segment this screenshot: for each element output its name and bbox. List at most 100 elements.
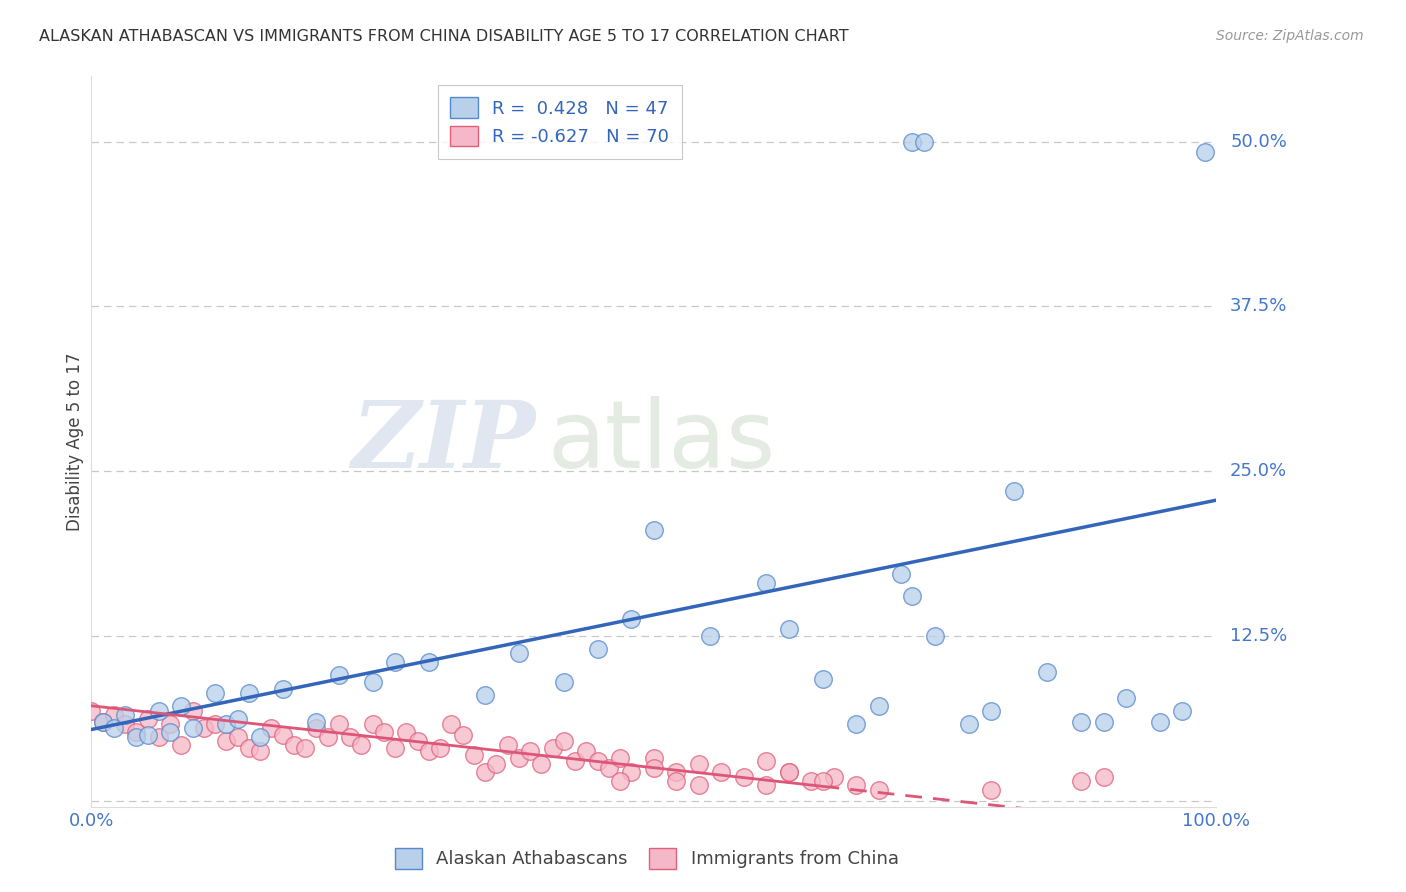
Point — [755, 778, 778, 792]
Point — [91, 714, 114, 729]
Point — [564, 754, 586, 768]
Point — [249, 743, 271, 757]
Point — [204, 717, 226, 731]
Point — [530, 756, 553, 771]
Point — [440, 717, 463, 731]
Point — [868, 783, 890, 797]
Point — [294, 741, 316, 756]
Point — [215, 717, 238, 731]
Text: 25.0%: 25.0% — [1230, 462, 1288, 480]
Point — [890, 566, 912, 581]
Point — [811, 773, 834, 788]
Point — [620, 764, 643, 779]
Point — [912, 135, 935, 149]
Y-axis label: Disability Age 5 to 17: Disability Age 5 to 17 — [66, 352, 84, 531]
Point — [271, 728, 294, 742]
Point — [1194, 145, 1216, 160]
Point — [519, 743, 541, 757]
Point — [598, 761, 620, 775]
Point — [710, 764, 733, 779]
Point — [1002, 483, 1025, 498]
Point — [845, 778, 868, 792]
Point — [823, 770, 845, 784]
Point — [643, 524, 665, 538]
Text: 50.0%: 50.0% — [1230, 133, 1286, 151]
Point — [215, 734, 238, 748]
Point — [170, 698, 193, 713]
Point — [148, 731, 170, 745]
Point — [114, 717, 136, 731]
Point — [249, 731, 271, 745]
Point — [1115, 690, 1137, 705]
Point — [136, 728, 159, 742]
Point — [328, 668, 350, 682]
Legend: R =  0.428   N = 47, R = -0.627   N = 70: R = 0.428 N = 47, R = -0.627 N = 70 — [437, 85, 682, 159]
Point — [778, 623, 800, 637]
Point — [316, 731, 339, 745]
Point — [1092, 770, 1115, 784]
Point — [193, 721, 215, 735]
Point — [418, 743, 440, 757]
Point — [800, 773, 823, 788]
Point — [463, 747, 485, 762]
Point — [474, 764, 496, 779]
Text: Source: ZipAtlas.com: Source: ZipAtlas.com — [1216, 29, 1364, 43]
Point — [778, 764, 800, 779]
Point — [429, 741, 451, 756]
Point — [980, 704, 1002, 718]
Point — [609, 773, 631, 788]
Point — [901, 590, 924, 604]
Text: ZIP: ZIP — [352, 397, 536, 486]
Point — [226, 731, 249, 745]
Point — [541, 741, 564, 756]
Point — [361, 717, 384, 731]
Text: 12.5%: 12.5% — [1230, 627, 1288, 645]
Point — [238, 741, 260, 756]
Point — [260, 721, 283, 735]
Point — [811, 673, 834, 687]
Point — [159, 725, 181, 739]
Point — [755, 576, 778, 591]
Point — [148, 704, 170, 718]
Point — [1092, 714, 1115, 729]
Point — [1070, 714, 1092, 729]
Point — [159, 717, 181, 731]
Point — [181, 704, 204, 718]
Text: atlas: atlas — [547, 395, 775, 488]
Point — [643, 761, 665, 775]
Point — [305, 721, 328, 735]
Point — [451, 728, 474, 742]
Point — [125, 725, 148, 739]
Point — [226, 712, 249, 726]
Point — [170, 739, 193, 753]
Point — [114, 708, 136, 723]
Point — [238, 685, 260, 699]
Point — [305, 714, 328, 729]
Point — [136, 712, 159, 726]
Point — [755, 754, 778, 768]
Point — [350, 739, 373, 753]
Text: ALASKAN ATHABASCAN VS IMMIGRANTS FROM CHINA DISABILITY AGE 5 TO 17 CORRELATION C: ALASKAN ATHABASCAN VS IMMIGRANTS FROM CH… — [39, 29, 849, 44]
Point — [508, 751, 530, 765]
Point — [688, 778, 710, 792]
Point — [665, 773, 688, 788]
Point — [103, 708, 125, 723]
Point — [901, 135, 924, 149]
Point — [395, 725, 418, 739]
Point — [80, 704, 103, 718]
Point — [924, 629, 946, 643]
Text: 37.5%: 37.5% — [1230, 297, 1288, 316]
Legend: Alaskan Athabascans, Immigrants from China: Alaskan Athabascans, Immigrants from Chi… — [388, 840, 905, 876]
Point — [620, 612, 643, 626]
Point — [103, 721, 125, 735]
Point — [586, 754, 609, 768]
Point — [1070, 773, 1092, 788]
Point — [1149, 714, 1171, 729]
Point — [643, 751, 665, 765]
Point — [373, 725, 395, 739]
Point — [339, 731, 361, 745]
Point — [406, 734, 429, 748]
Point — [384, 655, 406, 669]
Point — [474, 688, 496, 702]
Point — [980, 783, 1002, 797]
